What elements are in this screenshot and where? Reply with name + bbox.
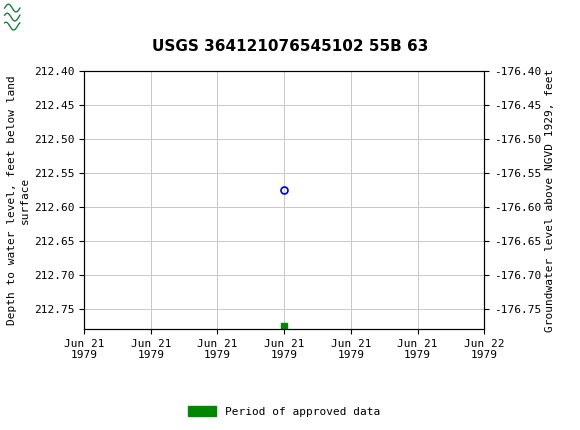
Y-axis label: Groundwater level above NGVD 1929, feet: Groundwater level above NGVD 1929, feet (545, 68, 556, 332)
Y-axis label: Depth to water level, feet below land
surface: Depth to water level, feet below land su… (6, 75, 30, 325)
Text: USGS 364121076545102 55B 63: USGS 364121076545102 55B 63 (152, 39, 428, 54)
Bar (3, 2, 52, 31)
Text: USGS: USGS (75, 6, 135, 26)
Legend: Period of approved data: Period of approved data (184, 402, 385, 421)
